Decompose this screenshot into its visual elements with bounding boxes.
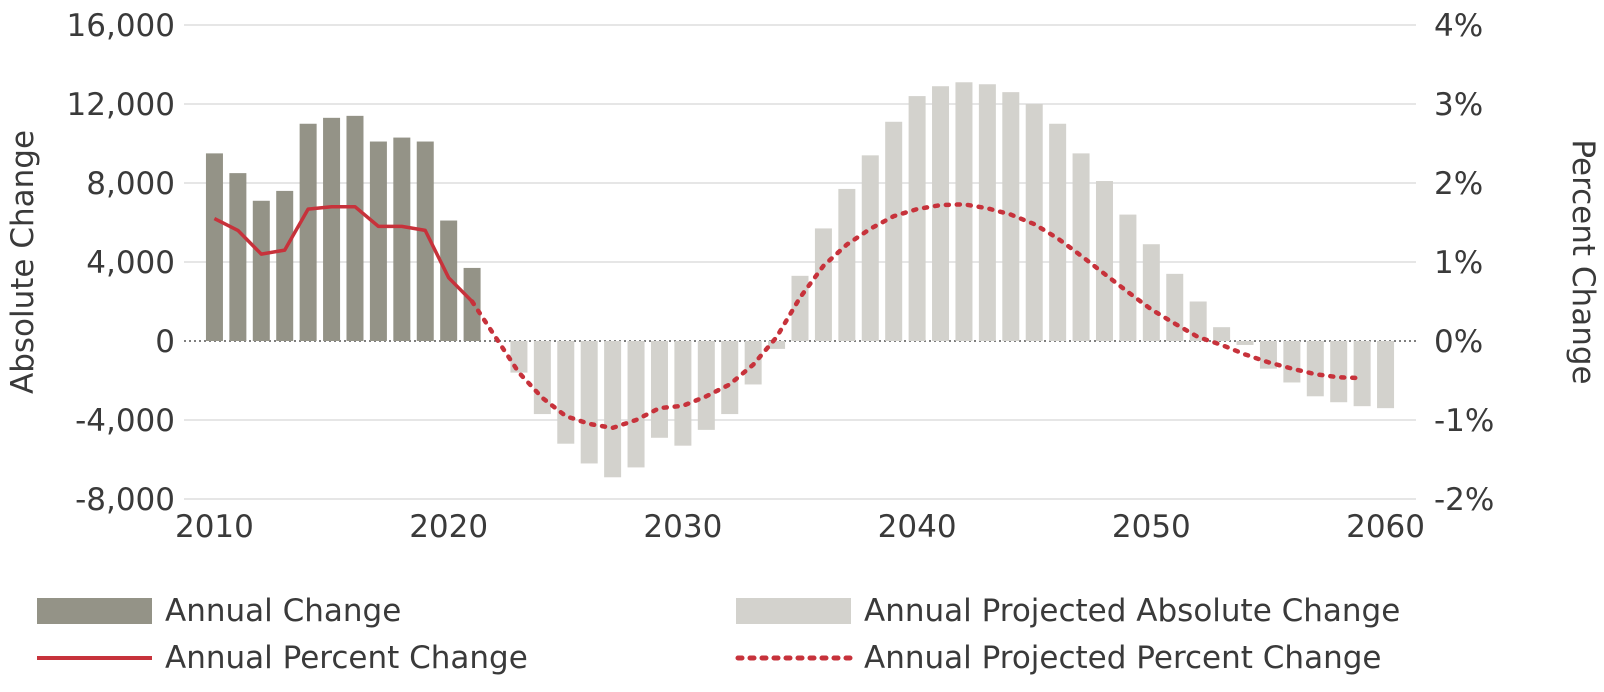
bar [510, 341, 528, 373]
right-tick-label: -2% [1434, 482, 1494, 518]
bar [393, 137, 411, 341]
bar [416, 141, 434, 341]
left-axis-title: Absolute Change [5, 130, 41, 394]
x-axis-ticks: 2010 2020 2030 2040 2050 2060 [175, 509, 1425, 545]
bar [1353, 341, 1371, 407]
bar [276, 190, 294, 341]
right-tick-label: 0% [1434, 324, 1483, 360]
left-tick-label: 0 [155, 324, 175, 360]
bar [885, 121, 903, 342]
right-tick-label: -1% [1434, 403, 1494, 439]
legend-swatch-projected-absolute [736, 598, 851, 624]
bar [908, 96, 926, 341]
bar [323, 117, 341, 341]
gridlines [184, 24, 1416, 500]
legend-label-percent-change: Annual Percent Change [165, 640, 528, 676]
bar [1306, 341, 1324, 397]
bar [1119, 214, 1137, 341]
legend-label-projected-percent: Annual Projected Percent Change [864, 640, 1381, 676]
right-tick-label: 1% [1434, 245, 1483, 281]
x-tick-label: 2050 [1112, 509, 1191, 545]
bar [674, 341, 692, 446]
bar [1142, 244, 1160, 341]
bar [557, 341, 575, 444]
bar [721, 341, 739, 415]
bar [932, 86, 950, 341]
bar [1213, 327, 1231, 341]
legend-label-projected-absolute: Annual Projected Absolute Change [864, 593, 1400, 629]
bar [580, 341, 598, 464]
bar [1283, 341, 1301, 383]
bar [252, 200, 270, 341]
bar [814, 228, 832, 341]
legend-swatch-annual-change [37, 598, 152, 624]
right-axis-title: Percent Change [1565, 139, 1601, 384]
bar [697, 341, 715, 430]
bar [229, 173, 247, 341]
bar [533, 341, 551, 415]
percent-change-line [213, 204, 474, 303]
bars [205, 82, 1395, 478]
left-tick-label: 16,000 [67, 8, 175, 44]
bar [1095, 181, 1113, 341]
x-tick-label: 2020 [409, 509, 488, 545]
right-tick-label: 4% [1434, 8, 1483, 44]
left-tick-label: 4,000 [86, 245, 175, 281]
x-tick-label: 2030 [643, 509, 722, 545]
left-tick-label: 12,000 [67, 87, 175, 123]
bar [440, 220, 458, 341]
percent-lines [213, 202, 1365, 431]
bar [1330, 341, 1348, 403]
bar [1236, 341, 1254, 345]
left-tick-label: 8,000 [86, 166, 175, 202]
legend: Annual Change Annual Projected Absolute … [37, 593, 1400, 676]
bar [627, 341, 645, 468]
left-tick-label: -8,000 [75, 482, 175, 518]
bar [978, 84, 996, 341]
legend-label-annual-change: Annual Change [165, 593, 401, 629]
bar [1189, 301, 1207, 341]
bar [861, 155, 879, 341]
right-tick-label: 2% [1434, 166, 1483, 202]
bar [205, 153, 223, 341]
bar [369, 141, 387, 341]
x-tick-label: 2040 [878, 509, 957, 545]
bar [346, 115, 364, 341]
bar [299, 123, 317, 341]
bar [1049, 123, 1067, 341]
bar [650, 341, 668, 438]
bar [838, 188, 856, 341]
bar [1166, 273, 1184, 341]
bar [1072, 153, 1090, 341]
right-tick-label: 3% [1434, 87, 1483, 123]
right-axis-ticks: 4% 3% 2% 1% 0% -1% -2% [1434, 8, 1494, 518]
bar [604, 341, 622, 478]
bar [1377, 341, 1395, 409]
left-tick-label: -4,000 [75, 403, 175, 439]
projected-percent-line [469, 202, 1365, 431]
x-tick-label: 2060 [1346, 509, 1425, 545]
bar [791, 275, 809, 341]
bar [955, 82, 973, 342]
bar [768, 341, 786, 349]
x-tick-label: 2010 [175, 509, 254, 545]
left-axis-ticks: 16,000 12,000 8,000 4,000 0 -4,000 -8,000 [67, 8, 175, 518]
